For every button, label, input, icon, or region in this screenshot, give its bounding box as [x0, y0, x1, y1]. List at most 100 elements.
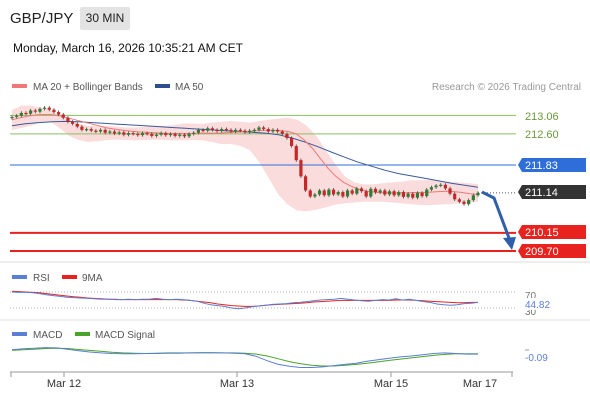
candle-body — [341, 192, 345, 197]
candle-body — [429, 187, 433, 190]
legend-swatch-ma20 — [12, 84, 27, 88]
level-label-213-06: 213.06 — [525, 111, 559, 123]
level-tag-211-83 — [518, 158, 586, 172]
rsi-axis-30: 30 — [525, 307, 537, 318]
candle-body — [29, 110, 33, 114]
macd-line — [11, 347, 478, 368]
candle-body — [299, 160, 303, 177]
candle-body — [117, 132, 121, 134]
legend-label-macd-signal: MACD Signal — [95, 330, 155, 341]
candle-body — [383, 190, 387, 195]
candle-body — [448, 188, 452, 194]
candle-body — [145, 133, 149, 135]
candle-body — [61, 114, 65, 118]
candle-body — [397, 192, 401, 196]
candle-body — [94, 130, 98, 132]
candle-body — [420, 192, 424, 197]
candle-body — [257, 127, 261, 130]
candle-body — [84, 129, 89, 131]
candle-body — [406, 193, 410, 197]
candle-body — [457, 199, 461, 202]
candle-body — [140, 133, 145, 136]
rsi-line — [11, 291, 479, 310]
candle-body — [159, 133, 163, 135]
candle-body — [308, 190, 312, 197]
candle-body — [150, 133, 154, 136]
candle-body — [280, 131, 284, 134]
candle-body — [238, 129, 242, 132]
macd-panel — [11, 347, 478, 368]
candle-body — [108, 131, 112, 133]
legend-swatch-rsi — [12, 275, 27, 279]
candle-body — [136, 133, 140, 136]
level-tag-209-70 — [518, 244, 586, 258]
candle-body — [415, 192, 420, 198]
timeframe-button[interactable]: 30 MIN — [80, 7, 130, 30]
candle-body — [439, 184, 443, 186]
legend-swatch-macd-signal — [75, 332, 90, 336]
candle-body — [131, 133, 135, 135]
candle-body — [327, 189, 331, 196]
candle-body — [317, 190, 322, 195]
candle-body — [206, 128, 210, 131]
level-tag-210-15 — [518, 225, 586, 239]
candlesticks — [10, 106, 480, 206]
candle-body — [234, 129, 238, 132]
candle-body — [220, 129, 224, 132]
candle-body — [266, 129, 270, 132]
candle-body — [471, 195, 475, 201]
chart-datetime: Monday, March 16, 2026 10:35:21 AM CET — [13, 41, 243, 55]
candle-body — [52, 109, 56, 113]
candle-body — [467, 200, 471, 205]
candle-body — [173, 133, 177, 136]
candle-body — [262, 127, 266, 130]
candle-body — [187, 133, 191, 137]
legend-label-ma50: MA 50 — [175, 82, 204, 93]
candle-body — [215, 129, 219, 132]
candle-body — [112, 131, 117, 134]
level-label-211-14: 211.14 — [525, 187, 558, 199]
rsi-value-box — [518, 298, 558, 310]
candle-body — [164, 133, 168, 136]
level-label-211-83: 211.83 — [525, 160, 558, 172]
candle-body — [462, 201, 466, 205]
candle-body — [224, 129, 228, 131]
candle-body — [70, 121, 75, 124]
candle-body — [38, 108, 42, 112]
candle-body — [196, 129, 200, 133]
level-label-212-60: 212.60 — [525, 129, 559, 141]
x-label-mar13: Mar 13 — [220, 378, 254, 390]
level-label-210-15: 210.15 — [525, 227, 559, 239]
candle-body — [192, 132, 196, 134]
macd-value-label: -0.09 — [525, 353, 548, 364]
candle-body — [355, 188, 359, 194]
candle-body — [80, 126, 84, 130]
candle-body — [66, 117, 70, 122]
candle-body — [243, 130, 247, 133]
candle-body — [294, 146, 298, 161]
rsi-axis-70: 70 — [525, 291, 537, 302]
candle-body — [290, 137, 294, 147]
copyright-notice: Research © 2026 Trading Central — [432, 82, 581, 93]
candle-body — [285, 133, 289, 138]
candle-body — [98, 129, 103, 132]
candle-body — [154, 134, 159, 136]
level-tag-211-14 — [518, 185, 586, 199]
candle-body — [252, 129, 256, 132]
candle-body — [201, 129, 205, 132]
candle-body — [10, 116, 14, 119]
candle-body — [168, 133, 173, 136]
candle-body — [411, 193, 415, 198]
candle-body — [271, 129, 275, 132]
candle-body — [276, 129, 280, 132]
rsi-value-label: 44.82 — [525, 300, 550, 311]
candle-body — [43, 107, 47, 109]
candle-body — [373, 188, 378, 193]
legend-label-ma20: MA 20 + Bollinger Bands — [33, 82, 143, 93]
candle-body — [345, 190, 350, 197]
candle-body — [103, 129, 107, 133]
legend-swatch-macd — [12, 332, 27, 336]
candle-body — [443, 184, 447, 189]
candle-body — [453, 193, 457, 200]
